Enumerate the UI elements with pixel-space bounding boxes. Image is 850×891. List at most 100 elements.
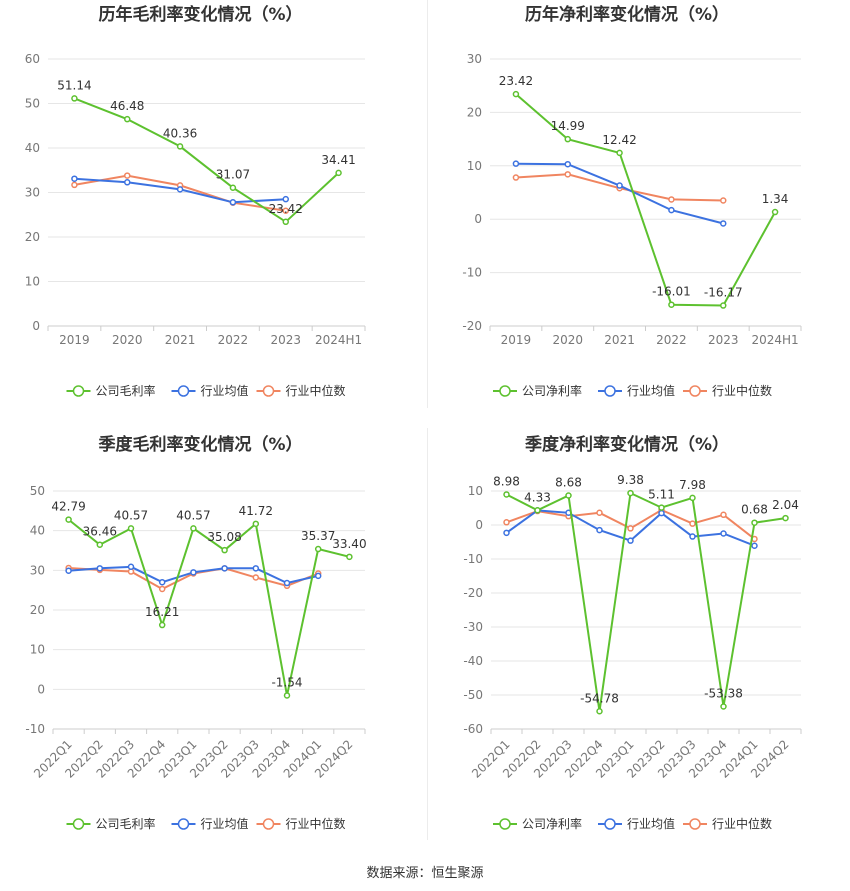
chart-panel-quarterly-gross: 季度毛利率变化情况（%） -10 0 10 20 30 40 50 2022Q1 2022Q2 20…: [0, 430, 425, 845]
data-point-company: [229, 184, 237, 191]
y-tick-label: 40: [30, 524, 45, 538]
legend-marker: [604, 818, 616, 830]
data-point-industry_median: [689, 520, 696, 527]
data-label: -53.38: [704, 686, 743, 700]
legend-label: 行业中位数: [286, 816, 346, 831]
data-point-industry_avg: [127, 563, 135, 571]
data-label: 40.57: [176, 508, 210, 522]
y-tick-label: 0: [474, 212, 482, 226]
y-tick-label: 10: [467, 159, 482, 173]
legend-item-industry_avg: 行业均值: [598, 816, 675, 831]
annual-net-chart: 历年净利率变化情况（%） -20 -10 0 10 20 30 2019 2020 2021 202…: [462, 4, 802, 398]
legend-item-industry_median: 行业中位数: [256, 383, 346, 398]
chart-panel-quarterly-net: 季度净利率变化情况（%） -60 -50 -40 -30 -20 -10 0 10 2022Q1 2…: [428, 430, 850, 845]
y-tick-label: 30: [25, 186, 40, 200]
y-tick-label: -10: [25, 722, 45, 736]
data-point-industry_avg: [751, 542, 758, 549]
data-point-company: [176, 143, 184, 150]
x-tick-label: 2021: [604, 333, 635, 347]
legend-marker: [72, 818, 85, 830]
data-label: 42.79: [51, 500, 85, 514]
data-label: -16.01: [652, 285, 691, 299]
y-tick-label: 40: [25, 141, 40, 155]
data-label: 5.11: [648, 488, 675, 502]
x-tick-label: 2022: [656, 333, 687, 347]
y-tick-label: 50: [30, 484, 45, 498]
y-tick-label: 20: [30, 603, 45, 617]
data-point-company: [512, 90, 520, 98]
legend-marker: [177, 385, 190, 397]
data-label: 35.08: [207, 530, 241, 544]
legend-marker: [177, 818, 190, 830]
x-tick-label: 2020: [552, 333, 583, 347]
series-line-company: [515, 93, 776, 307]
data-point-company: [564, 135, 571, 143]
data-label: 51.14: [57, 78, 91, 92]
data-label: 35.37: [301, 529, 335, 543]
data-label: 12.42: [602, 133, 636, 147]
x-tick-label: 2019: [59, 333, 90, 347]
y-tick-label: 0: [32, 319, 40, 333]
legend-item-company: 公司净利率: [493, 816, 582, 831]
legend-item-industry_avg: 行业均值: [171, 383, 249, 398]
panel-divider-bottom: [427, 428, 428, 840]
y-tick-label: 0: [475, 518, 483, 532]
data-point-industry_median: [252, 574, 260, 581]
data-label: 46.48: [110, 99, 144, 113]
y-tick-label: -20: [462, 319, 482, 333]
legend-label: 公司毛利率: [96, 383, 156, 398]
data-label: 8.98: [493, 474, 520, 488]
y-tick-label: -10: [462, 266, 482, 280]
legend-item-company: 公司毛利率: [66, 383, 156, 398]
data-label: 36.46: [83, 525, 117, 539]
data-point-industry_median: [720, 511, 727, 519]
y-tick-label: 60: [25, 52, 40, 66]
data-point-industry_median: [282, 207, 289, 214]
data-point-industry_avg: [282, 195, 289, 203]
data-point-company: [335, 169, 342, 177]
data-point-industry_avg: [96, 565, 104, 572]
data-point-company: [689, 494, 696, 502]
data-point-industry_avg: [668, 206, 675, 214]
data-point-industry_avg: [176, 186, 184, 193]
series-line-company: [74, 97, 340, 224]
legend-item-company: 公司净利率: [493, 383, 582, 398]
data-label: 33.40: [332, 537, 366, 551]
y-tick-label: 10: [30, 643, 45, 657]
chart-title: 历年毛利率变化情况（%）: [98, 4, 302, 25]
quarterly-net-chart: 季度净利率变化情况（%）-60-50-40-30-20-100102022Q12…: [463, 434, 802, 831]
chart-title: 历年净利率变化情况（%）: [525, 4, 729, 25]
chart-title: 季度净利率变化情况（%）: [525, 434, 729, 455]
x-tick-label: 2022: [218, 333, 249, 347]
legend-marker: [72, 385, 85, 397]
data-point-industry_median: [158, 585, 166, 593]
data-label: 40.57: [114, 508, 148, 522]
data-point-industry_median: [720, 197, 727, 204]
data-point-company: [158, 621, 166, 629]
legend-label: 行业中位数: [712, 816, 772, 831]
data-point-company: [124, 115, 131, 123]
data-point-industry_avg: [689, 533, 696, 540]
data-point-company: [534, 507, 541, 514]
data-point-company: [96, 541, 104, 548]
data-point-industry_median: [627, 525, 634, 532]
y-tick-label: -40: [463, 654, 483, 668]
data-point-company: [346, 553, 353, 561]
data-point-company: [190, 525, 197, 532]
data-point-industry_avg: [596, 526, 603, 534]
legend-marker: [499, 385, 511, 397]
data-point-industry_avg: [512, 160, 520, 167]
data-point-industry_avg: [658, 509, 665, 517]
chart-panel-annual-net: 历年净利率变化情况（%） -20 -10 0 10 20 30 2019 2020 2021 202…: [428, 0, 850, 410]
legend-item-industry_avg: 行业均值: [598, 383, 675, 398]
data-point-industry_avg: [720, 530, 727, 537]
source-note: 数据来源：恒生聚源: [366, 866, 484, 881]
data-point-company: [616, 149, 623, 157]
data-point-industry_avg: [71, 175, 78, 182]
data-point-company: [658, 504, 665, 511]
data-point-industry_avg: [616, 182, 623, 189]
y-tick-label: -30: [463, 620, 483, 634]
legend-item-company: 公司毛利率: [66, 816, 156, 831]
data-point-industry_avg: [283, 579, 291, 587]
data-point-company: [503, 491, 510, 498]
